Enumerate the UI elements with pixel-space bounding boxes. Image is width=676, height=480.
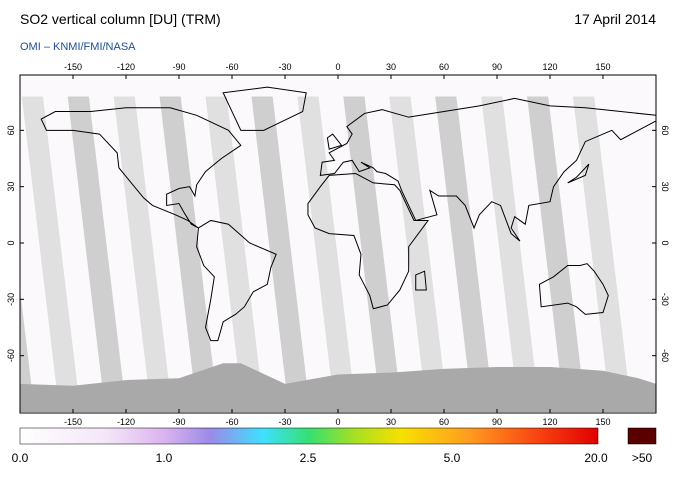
colorbar-label: >50 <box>632 451 653 465</box>
lon-tick-label-top: -60 <box>225 62 238 72</box>
colorbar-labels: 0.0 1.0 2.5 5.0 20.0 >50 <box>12 451 653 465</box>
colorbar-label: 20.0 <box>584 451 608 465</box>
colorbar-label: 2.5 <box>300 451 317 465</box>
date: 17 April 2014 <box>574 11 656 27</box>
lon-tick-label-bottom: 150 <box>595 417 610 427</box>
lon-tick-label-bottom: 120 <box>542 417 557 427</box>
colorbar-label: 0.0 <box>12 451 29 465</box>
colorbar-label: 1.0 <box>156 451 173 465</box>
swath <box>481 96 538 394</box>
lon-tick-label-top: 90 <box>492 62 502 72</box>
lat-tick-label-right: 0 <box>660 240 670 245</box>
lon-tick-label-top: 30 <box>386 62 396 72</box>
lon-tick-label-top: -120 <box>117 62 135 72</box>
colorbar <box>19 427 599 445</box>
lon-tick-label-bottom: -90 <box>172 417 185 427</box>
swath <box>67 96 125 394</box>
lat-tick-label-right: -60 <box>660 349 670 362</box>
colorbar-label: 5.0 <box>444 451 461 465</box>
map <box>20 75 656 413</box>
swath <box>527 96 584 394</box>
lat-tick-label-left: 60 <box>6 125 16 135</box>
title: SO2 vertical column [DU] (TRM) <box>20 11 221 27</box>
lat-tick-label-left: -60 <box>6 349 16 362</box>
lat-tick-label-left: 30 <box>6 182 16 192</box>
swath <box>205 96 263 394</box>
lon-tick-label-bottom: -30 <box>278 417 291 427</box>
lon-tick-label-top: -30 <box>278 62 291 72</box>
lon-tick-label-top: -150 <box>64 62 82 72</box>
lat-tick-label-left: 0 <box>6 240 16 245</box>
lon-tick-label-top: 60 <box>439 62 449 72</box>
axes: -150 -150 -120 -120 -90 -90 -60 -60 -30 -30 0 0 30 30… <box>6 62 670 427</box>
swath <box>435 96 492 394</box>
lon-tick-label-bottom: -60 <box>225 417 238 427</box>
swath <box>297 96 354 394</box>
lat-tick-label-right: -30 <box>660 293 670 306</box>
swath <box>389 96 446 394</box>
swath <box>20 289 33 394</box>
lat-tick-label-left: -30 <box>6 293 16 306</box>
colorbar-over <box>627 427 657 445</box>
lon-tick-label-top: -90 <box>172 62 185 72</box>
swath <box>113 96 171 394</box>
lon-tick-label-bottom: 60 <box>439 417 449 427</box>
source: OMI – KNMI/FMI/NASA <box>20 41 136 53</box>
lon-tick-label-bottom: 90 <box>492 417 502 427</box>
lat-tick-label-right: 60 <box>660 125 670 135</box>
lon-tick-label-bottom: -120 <box>117 417 135 427</box>
lat-tick-label-right: 30 <box>660 182 670 192</box>
swath <box>21 96 79 394</box>
swath <box>159 96 217 394</box>
lon-tick-label-top: 120 <box>542 62 557 72</box>
swath <box>251 96 308 394</box>
lon-tick-label-bottom: 0 <box>335 417 340 427</box>
swath <box>343 96 400 394</box>
lon-tick-label-bottom: 30 <box>386 417 396 427</box>
lon-tick-label-top: 0 <box>335 62 340 72</box>
lon-tick-label-top: 150 <box>595 62 610 72</box>
lon-tick-label-bottom: -150 <box>64 417 82 427</box>
